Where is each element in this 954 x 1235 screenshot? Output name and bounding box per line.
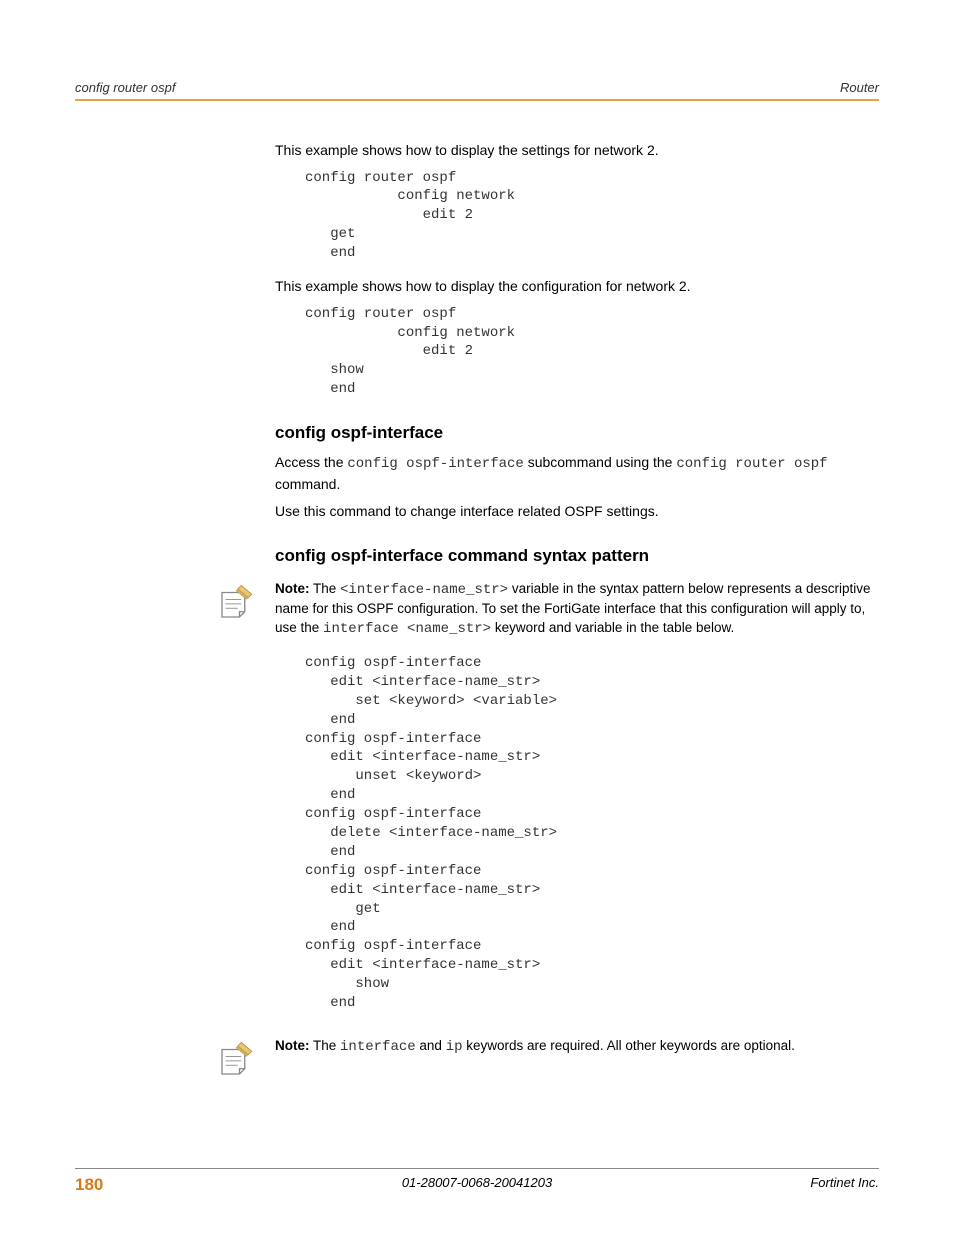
- page-footer: 180 01-28007-0068-20041203 Fortinet Inc.: [75, 1168, 879, 1195]
- note-1-c: keyword and variable in the table below.: [491, 620, 734, 635]
- p3-text-c: command.: [275, 476, 340, 492]
- heading-syntax-pattern: config ospf-interface command syntax pat…: [275, 546, 879, 566]
- footer-company: Fortinet Inc.: [810, 1175, 879, 1195]
- note-2-b: and: [416, 1038, 446, 1053]
- note-1: Note: The <interface-name_str> variable …: [215, 580, 879, 640]
- note-1-text: Note: The <interface-name_str> variable …: [275, 580, 879, 640]
- footer-doc-id: 01-28007-0068-20041203: [402, 1175, 552, 1190]
- note-1-a: The: [310, 581, 341, 596]
- p3-text-b: subcommand using the: [524, 454, 677, 470]
- note-1-bold: Note:: [275, 581, 310, 596]
- note-2-code-2: ip: [446, 1039, 463, 1055]
- paragraph-4: Use this command to change interface rel…: [275, 502, 879, 522]
- header-left: config router ospf: [75, 80, 175, 95]
- note-1-code-1: <interface-name_str>: [340, 582, 508, 598]
- paragraph-3: Access the config ospf-interface subcomm…: [275, 453, 879, 494]
- note-2-text: Note: The interface and ip keywords are …: [275, 1037, 795, 1058]
- note-2-a: The: [310, 1038, 341, 1053]
- note-2: Note: The interface and ip keywords are …: [215, 1037, 879, 1081]
- page: config router ospf Router This example s…: [0, 0, 954, 1235]
- note-icon: [215, 582, 257, 624]
- page-number: 180: [75, 1175, 103, 1195]
- note-icon: [215, 1039, 257, 1081]
- page-header: config router ospf Router: [75, 80, 879, 101]
- note-2-code-1: interface: [340, 1039, 416, 1055]
- paragraph-1: This example shows how to display the se…: [275, 141, 879, 161]
- note-1-code-2: interface <name_str>: [323, 621, 491, 637]
- note-2-c: keywords are required. All other keyword…: [463, 1038, 795, 1053]
- p3-text-a: Access the: [275, 454, 347, 470]
- paragraph-2: This example shows how to display the co…: [275, 277, 879, 297]
- p3-code-1: config ospf-interface: [347, 456, 523, 472]
- note-2-bold: Note:: [275, 1038, 310, 1053]
- code-block-3: config ospf-interface edit <interface-na…: [305, 654, 879, 1013]
- p3-code-2: config router ospf: [676, 456, 827, 472]
- heading-config-ospf-interface: config ospf-interface: [275, 423, 879, 443]
- code-block-2: config router ospf config network edit 2…: [305, 305, 879, 399]
- header-right: Router: [840, 80, 879, 95]
- code-block-1: config router ospf config network edit 2…: [305, 169, 879, 263]
- content-area: This example shows how to display the se…: [275, 141, 879, 1081]
